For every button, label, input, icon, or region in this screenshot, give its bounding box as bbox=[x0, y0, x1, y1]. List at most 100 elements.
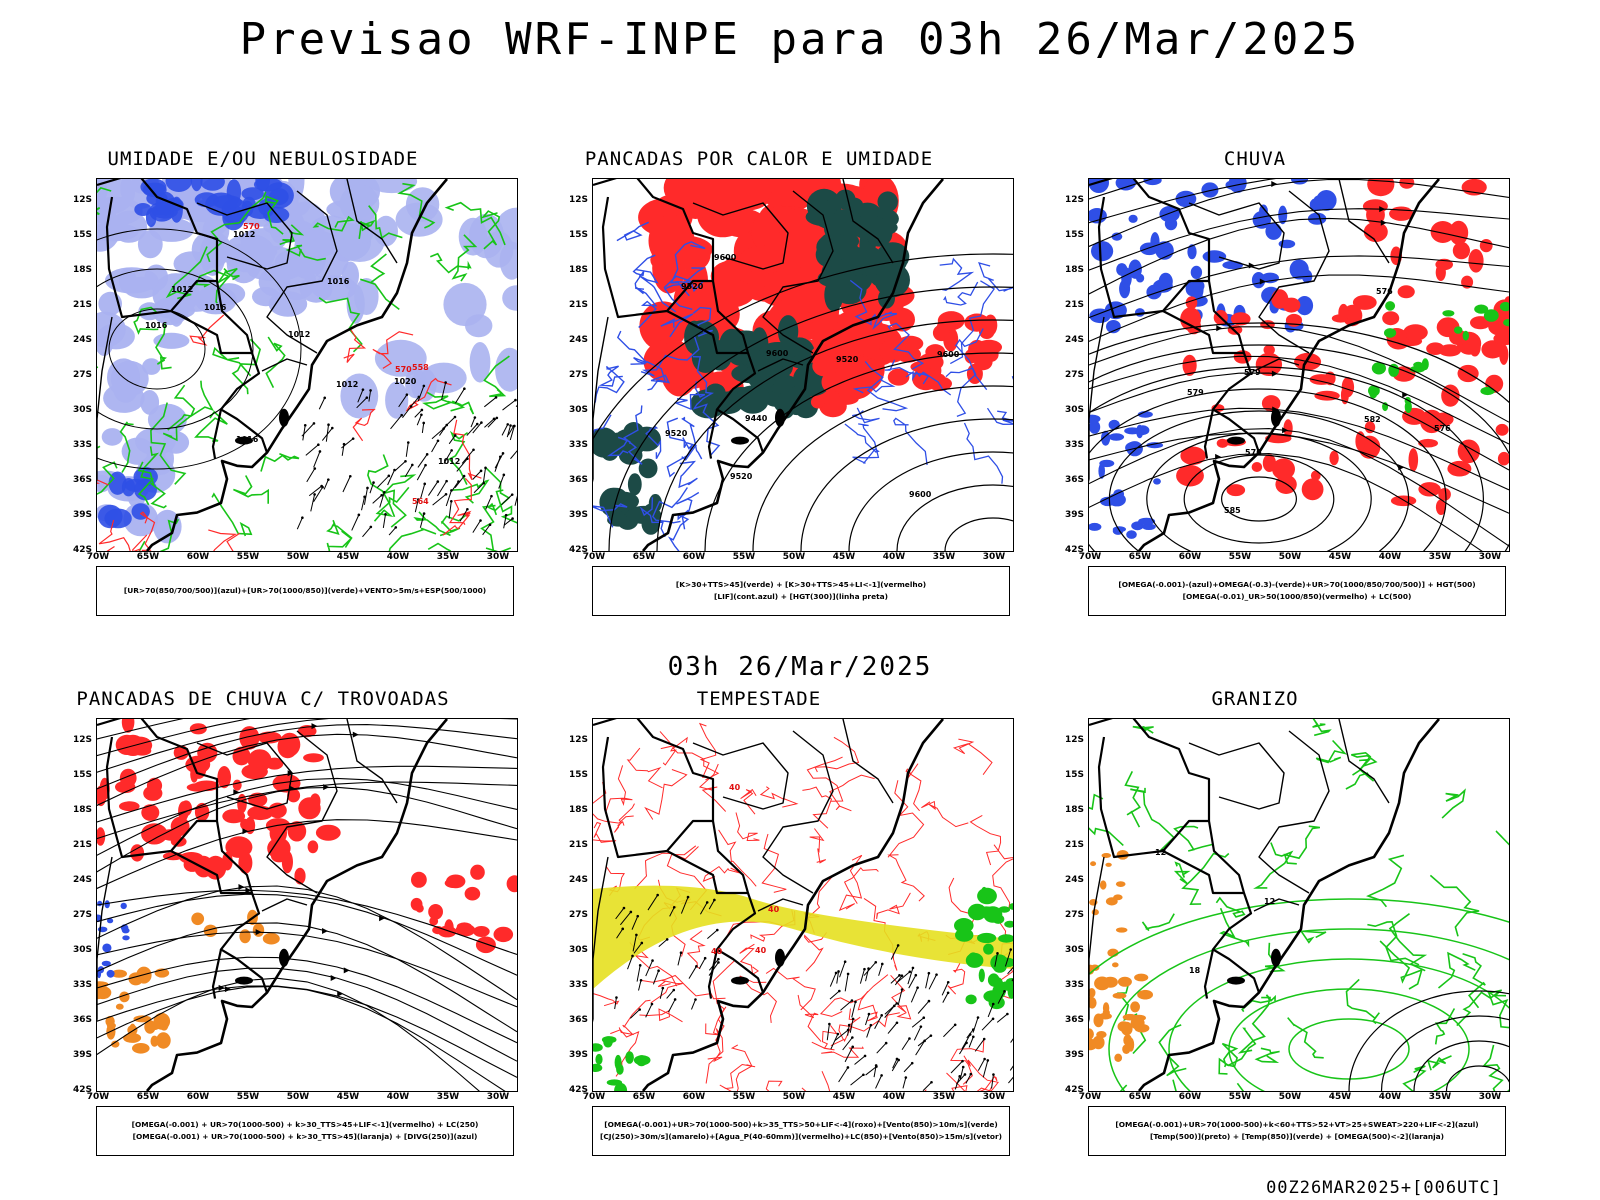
legend-line: [UR>70(850/700/500)](azul)+[UR>70(1000/8… bbox=[123, 586, 487, 595]
lat-tick-label: 12S bbox=[1064, 195, 1084, 205]
contour-value-label: 9520 bbox=[681, 282, 704, 291]
lat-tick-label: 42S bbox=[568, 1085, 588, 1095]
contour-value-label: 9520 bbox=[836, 355, 859, 364]
lon-tick-label: 40W bbox=[386, 552, 410, 562]
lon-tick-label: 45W bbox=[336, 1092, 360, 1102]
contour-value-label: 564 bbox=[412, 497, 429, 506]
lon-tick-label: 65W bbox=[136, 552, 160, 562]
lat-tick-label: 12S bbox=[72, 735, 92, 745]
lat-tick-label: 42S bbox=[1064, 1085, 1084, 1095]
panel-title: PANCADAS DE CHUVA C/ TROVOADAS bbox=[76, 688, 450, 710]
lat-tick-label: 30S bbox=[1064, 405, 1084, 415]
lat-tick-label: 33S bbox=[1064, 980, 1084, 990]
legend-line: [OMEGA(-0.001)+UR>70(1000-500)+k>35_TTS>… bbox=[604, 1120, 998, 1129]
lon-tick-label: 55W bbox=[1228, 552, 1252, 562]
lat-tick-label: 18S bbox=[72, 265, 92, 275]
contour-value-label: 570 bbox=[395, 365, 412, 374]
lat-tick-label: 36S bbox=[72, 1015, 92, 1025]
lat-tick-label: 21S bbox=[1064, 300, 1084, 310]
legend-line: [LIF](cont.azul) + [HGT(300)](linha pret… bbox=[714, 592, 888, 601]
panel-title: PANCADAS POR CALOR E UMIDADE bbox=[584, 148, 934, 170]
contour-value-label: 9600 bbox=[937, 350, 960, 359]
lat-tick-label: 12S bbox=[1064, 735, 1084, 745]
contour-value-label: 1020 bbox=[394, 377, 417, 386]
lat-tick-label: 30S bbox=[72, 945, 92, 955]
lat-tick-label: 30S bbox=[72, 405, 92, 415]
lat-tick-label: 36S bbox=[1064, 475, 1084, 485]
contour-value-label: 40 bbox=[711, 947, 723, 956]
lat-tick-label: 42S bbox=[72, 1085, 92, 1095]
map-panel: GRANIZO 12 12 18 12S 15S 18S 21S 24S 27S 30S 33S 36S… bbox=[1010, 688, 1510, 1168]
lon-tick-label: 30W bbox=[982, 552, 1006, 562]
lon-tick-label: 70W bbox=[86, 552, 110, 562]
lat-tick-label: 18S bbox=[72, 805, 92, 815]
lon-tick-label: 45W bbox=[336, 552, 360, 562]
main-title: Previsao WRF-INPE para 03h 26/Mar/2025 bbox=[239, 14, 1361, 65]
mid-time-label: 03h 26/Mar/2025 bbox=[667, 652, 933, 682]
lat-tick-label: 18S bbox=[568, 265, 588, 275]
legend-line: [OMEGA(-0.01)_UR>50(1000/850)(vermelho) … bbox=[1182, 592, 1412, 601]
lon-tick-label: 65W bbox=[632, 552, 656, 562]
legend-box: [K>30+TTS>45](verde) + [K>30+TTS>45+LI<-… bbox=[592, 566, 1010, 616]
lat-tick-label: 33S bbox=[1064, 440, 1084, 450]
lon-tick-label: 35W bbox=[932, 552, 956, 562]
lon-tick-label: 35W bbox=[1428, 552, 1452, 562]
map-graphic: 40 40 40 40 bbox=[593, 719, 1013, 1091]
lat-tick-label: 21S bbox=[72, 840, 92, 850]
lat-tick-label: 30S bbox=[568, 945, 588, 955]
contour-value-label: 1012 bbox=[171, 285, 193, 294]
contour-value-label: 558 bbox=[412, 363, 429, 372]
lon-tick-label: 40W bbox=[882, 1092, 906, 1102]
lat-tick-label: 24S bbox=[72, 335, 92, 345]
lat-tick-label: 33S bbox=[568, 980, 588, 990]
contour-value-label: 40 bbox=[755, 946, 767, 955]
lat-tick-label: 42S bbox=[1064, 545, 1084, 555]
map-graphic: 9600 9600 9600 9600 9520 9520 9520 9520 9440 bbox=[593, 179, 1013, 551]
contour-value-label: 12 bbox=[1264, 897, 1275, 906]
lat-tick-label: 12S bbox=[568, 195, 588, 205]
contour-value-label: 9600 bbox=[909, 490, 932, 499]
lat-tick-label: 21S bbox=[568, 840, 588, 850]
contour-value-label: 576 bbox=[1245, 448, 1262, 457]
map-plot: 1016 1012 1012 1012 1016 1016 1016 1012 1012 1020… bbox=[96, 178, 518, 552]
map-plot: 40 40 40 40 bbox=[592, 718, 1014, 1092]
lat-tick-label: 27S bbox=[72, 370, 92, 380]
lon-tick-label: 30W bbox=[1478, 552, 1502, 562]
lat-tick-label: 36S bbox=[1064, 1015, 1084, 1025]
lon-tick-label: 40W bbox=[882, 552, 906, 562]
map-panel: TEMPESTADE 40 40 40 40 12S 15S 18S 21S 24S 27S 30S 3… bbox=[514, 688, 1014, 1168]
contour-value-label: 9520 bbox=[730, 472, 753, 481]
contour-value-label: 1016 bbox=[204, 303, 227, 312]
lon-tick-label: 70W bbox=[582, 552, 606, 562]
lon-tick-label: 65W bbox=[1128, 1092, 1152, 1102]
lat-tick-label: 15S bbox=[568, 230, 588, 240]
contour-value-label: 18 bbox=[1189, 966, 1201, 975]
lon-tick-label: 50W bbox=[782, 1092, 806, 1102]
lon-tick-label: 70W bbox=[582, 1092, 606, 1102]
panel-title: UMIDADE E/OU NEBULOSIDADE bbox=[107, 148, 419, 170]
lat-tick-label: 39S bbox=[1064, 510, 1084, 520]
lon-tick-label: 50W bbox=[782, 552, 806, 562]
map-panel: PANCADAS DE CHUVA C/ TROVOADAS 12S 15S 18S 2… bbox=[18, 688, 518, 1168]
lat-tick-label: 24S bbox=[72, 875, 92, 885]
legend-line: [Temp(500)](preto) + [Temp(850)](verde) … bbox=[1149, 1132, 1445, 1141]
lat-tick-label: 15S bbox=[568, 770, 588, 780]
lon-tick-label: 45W bbox=[832, 1092, 856, 1102]
legend-box: [OMEGA(-0.001) + UR>70(1000-500) + k>30_… bbox=[96, 1106, 514, 1156]
lon-tick-label: 65W bbox=[632, 1092, 656, 1102]
contour-value-label: 1016 bbox=[236, 435, 259, 444]
contour-value-label: 9600 bbox=[714, 253, 737, 262]
lon-tick-label: 30W bbox=[982, 1092, 1006, 1102]
legend-line: [OMEGA(-0.001) + UR>70(1000-500) + k>30_… bbox=[131, 1120, 479, 1129]
map-graphic: 585 582 579 576 576 576 579 bbox=[1089, 179, 1509, 551]
lon-tick-label: 70W bbox=[1078, 552, 1102, 562]
lat-tick-label: 18S bbox=[568, 805, 588, 815]
lat-tick-label: 30S bbox=[568, 405, 588, 415]
lat-tick-label: 30S bbox=[1064, 945, 1084, 955]
contour-value-label: 1016 bbox=[145, 321, 168, 330]
lat-tick-label: 21S bbox=[1064, 840, 1084, 850]
lon-tick-label: 50W bbox=[1278, 552, 1302, 562]
lat-tick-label: 27S bbox=[568, 370, 588, 380]
lat-tick-label: 15S bbox=[72, 230, 92, 240]
contour-value-label: 576 bbox=[1434, 424, 1451, 433]
